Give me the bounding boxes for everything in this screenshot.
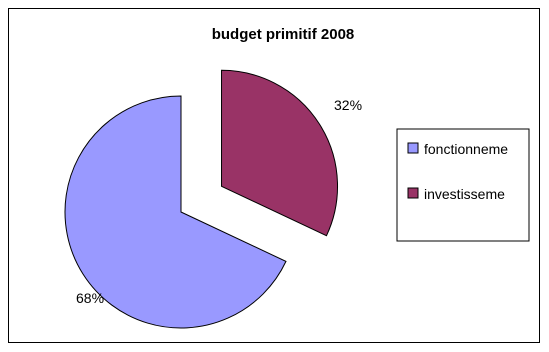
legend-swatch-investisseme bbox=[407, 187, 419, 199]
chart-title: budget primitif 2008 bbox=[212, 26, 355, 43]
slice-label-investisseme: 32% bbox=[334, 97, 362, 113]
pie-slice-investisseme bbox=[221, 69, 338, 237]
legend: fonctionneme investisseme bbox=[396, 128, 530, 242]
legend-swatch-fonctionneme bbox=[407, 142, 419, 154]
slice-label-fonctionneme: 68% bbox=[76, 290, 104, 306]
pie-slice-fonctionneme bbox=[64, 95, 287, 329]
legend-box bbox=[396, 128, 530, 242]
legend-label-investisseme: investisseme bbox=[424, 186, 505, 202]
legend-label-fonctionneme: fonctionneme bbox=[424, 141, 508, 157]
